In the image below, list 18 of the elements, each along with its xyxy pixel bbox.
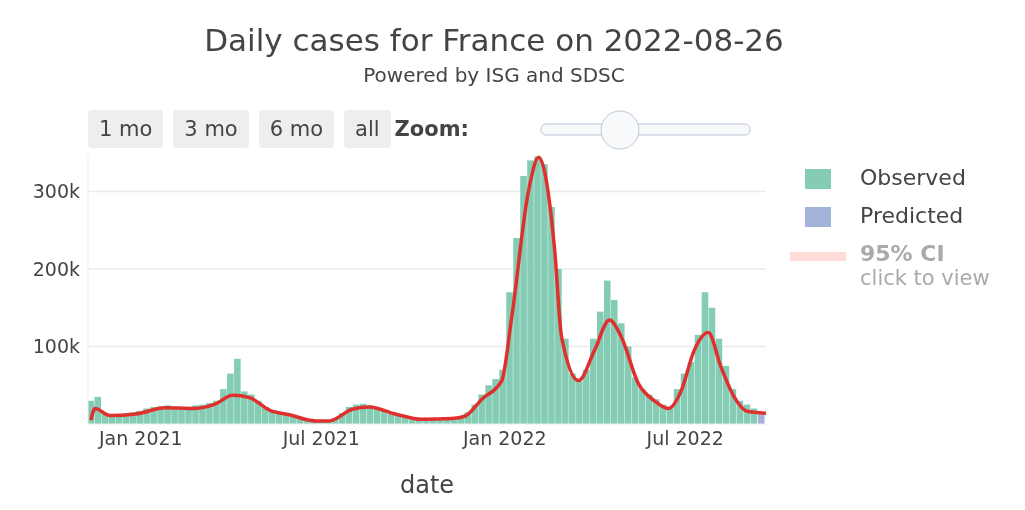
x-tick-label: Jul 2022 (645, 427, 724, 450)
legend-label: Observed (860, 165, 966, 190)
x-axis-title: date (398, 471, 456, 499)
range-button: all (344, 110, 391, 148)
y-tick-label: 200k (32, 257, 80, 280)
chart-subtitle: Powered by ISG and SDSC (362, 63, 626, 87)
text: click to view (860, 266, 990, 290)
chart-title: Daily cases for France on 2022-08-26 (203, 22, 785, 58)
range-button: 6 mo (258, 110, 335, 148)
y-tick-label: 300k (32, 180, 80, 203)
range-button: 3 mo (173, 110, 249, 148)
legend-label: Predicted (860, 203, 964, 228)
y-tick-label: 100k (32, 335, 80, 358)
text: Zoom: (394, 117, 469, 141)
x-tick-label: Jan 2022 (461, 427, 547, 450)
range-button: 1 mo (88, 110, 164, 148)
x-tick-label: Jan 2021 (98, 427, 183, 450)
x-tick-label: Jul 2021 (281, 427, 360, 450)
